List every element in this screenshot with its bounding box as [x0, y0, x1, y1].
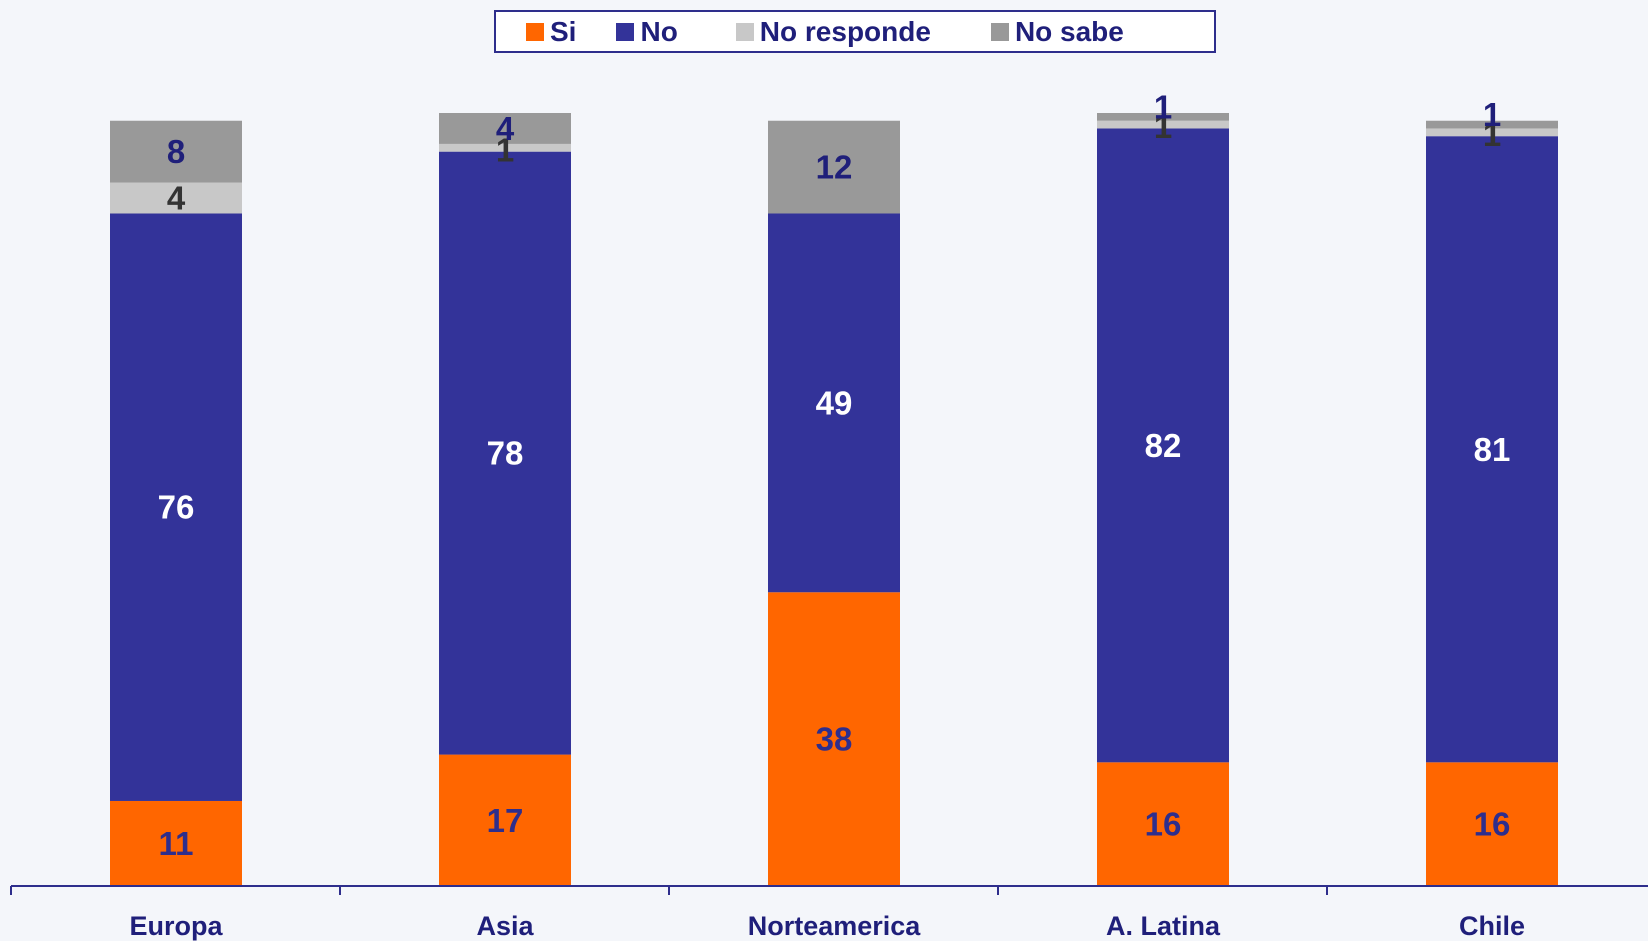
- bar-segment-no-chile: [1426, 136, 1558, 763]
- data-label-no-sabe-norteamerica: 12: [816, 149, 853, 186]
- data-label-no-responde-europa: 4: [167, 180, 186, 217]
- legend-item-no-responde: No responde: [735, 15, 931, 48]
- legend-label-si: Si: [550, 15, 577, 47]
- bar-segment-no-responde-asia: [439, 143, 571, 152]
- bar-segment-si-chile: [1426, 762, 1558, 886]
- bar-segment-si-asia: [439, 754, 571, 886]
- bar-segment-si-europa: [110, 800, 242, 886]
- data-label-no-norteamerica: 49: [816, 384, 853, 421]
- data-label-si-norteamerica: 38: [816, 721, 853, 758]
- data-label-no-chile: 81: [1474, 431, 1511, 468]
- data-label-no-europa: 76: [158, 489, 195, 526]
- bar-segment-no-sabe-asia: [439, 113, 571, 144]
- legend-item-no-sabe: No sabe: [990, 15, 1124, 48]
- bar-segment-no-sabe-norteamerica: [768, 120, 900, 214]
- bar-segment-no-europa: [110, 213, 242, 801]
- data-label-si-a-latina: 16: [1145, 806, 1182, 843]
- data-label-si-chile: 16: [1474, 806, 1511, 843]
- data-label-no-sabe-chile: 1: [1483, 96, 1501, 133]
- x-axis: [10, 885, 1648, 895]
- data-label-no-responde-chile: 1: [1483, 116, 1501, 153]
- data-label-no-a-latina: 82: [1145, 427, 1182, 464]
- data-label-no-sabe-europa: 8: [167, 133, 185, 170]
- x-tick-label-a-latina: A. Latina: [1106, 911, 1221, 941]
- legend-item-no: No: [616, 15, 678, 48]
- bar-segment-no-asia: [439, 151, 571, 755]
- bar-segment-si-norteamerica: [768, 592, 900, 886]
- x-tick-label-asia: Asia: [476, 911, 534, 941]
- legend-swatch-no-responde: [735, 22, 754, 41]
- bar-segment-si-a-latina: [1097, 762, 1229, 886]
- legend-item-si: Si: [526, 16, 576, 48]
- data-label-si-asia: 17: [487, 802, 524, 839]
- x-tick-label-norteamerica: Norteamerica: [748, 911, 922, 941]
- legend-label-no-responde: No responde: [759, 15, 931, 47]
- legend-swatch-si: [526, 22, 544, 41]
- bar-segment-no-responde-chile: [1426, 128, 1558, 137]
- bar-segment-no-sabe-a-latina: [1097, 113, 1229, 121]
- chart-legend: Si No No responde No sabe: [494, 10, 1216, 53]
- bar-segment-no-responde-a-latina: [1097, 120, 1229, 129]
- bar-segment-no-a-latina: [1097, 128, 1229, 763]
- data-label-no-responde-asia: 1: [496, 131, 514, 168]
- bar-segment-no-norteamerica: [768, 213, 900, 593]
- bar-segment-no-sabe-chile: [1426, 120, 1558, 129]
- x-tick-label-chile: Chile: [1459, 911, 1525, 941]
- legend-swatch-no: [616, 22, 635, 41]
- data-label-no-sabe-a-latina: 1: [1154, 89, 1172, 126]
- x-tick-label-europa: Europa: [129, 911, 223, 941]
- bar-segment-no-responde-europa: [110, 182, 242, 214]
- data-label-no-responde-a-latina: 1: [1154, 108, 1172, 145]
- bars-layer: [110, 113, 1558, 886]
- legend-swatch-no-sabe: [990, 22, 1009, 41]
- data-label-no-sabe-asia: 4: [496, 110, 515, 147]
- bar-segment-no-sabe-europa: [110, 120, 242, 183]
- legend-label-no: No: [640, 15, 678, 47]
- data-label-si-europa: 11: [159, 825, 194, 862]
- legend-label-no-sabe: No sabe: [1014, 15, 1124, 47]
- labels-layer: 117648Europa177814Asia384912Norteamerica…: [129, 89, 1525, 941]
- data-label-no-asia: 78: [487, 435, 524, 472]
